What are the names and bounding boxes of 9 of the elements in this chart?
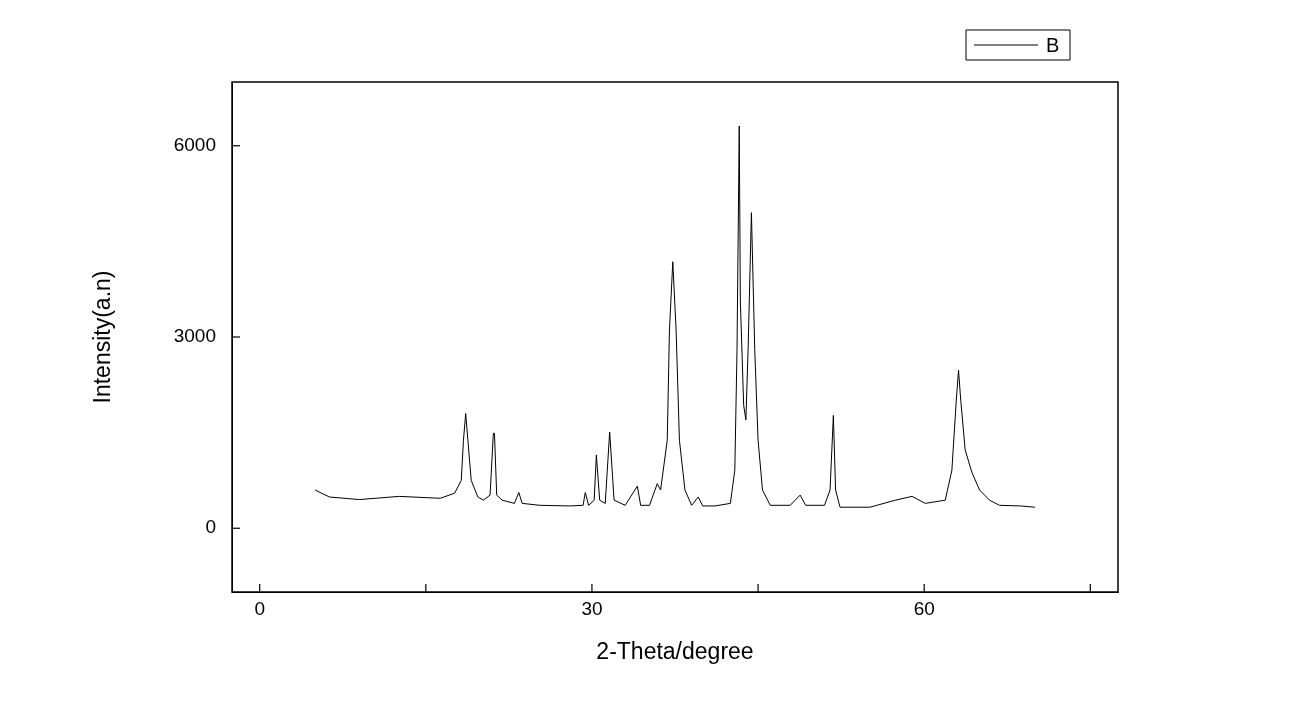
x-tick-label: 30 bbox=[581, 597, 603, 619]
y-tick-label: 3000 bbox=[173, 325, 216, 347]
legend-label: B bbox=[1046, 33, 1060, 56]
x-tick-label: 0 bbox=[254, 597, 265, 619]
x-tick-label: 60 bbox=[913, 597, 935, 619]
x-axis-title: 2-Theta/degree bbox=[596, 637, 754, 664]
y-axis-title: Intensity(a.n) bbox=[89, 270, 116, 404]
y-tick-label: 6000 bbox=[173, 133, 216, 155]
y-tick-label: 0 bbox=[205, 516, 216, 538]
